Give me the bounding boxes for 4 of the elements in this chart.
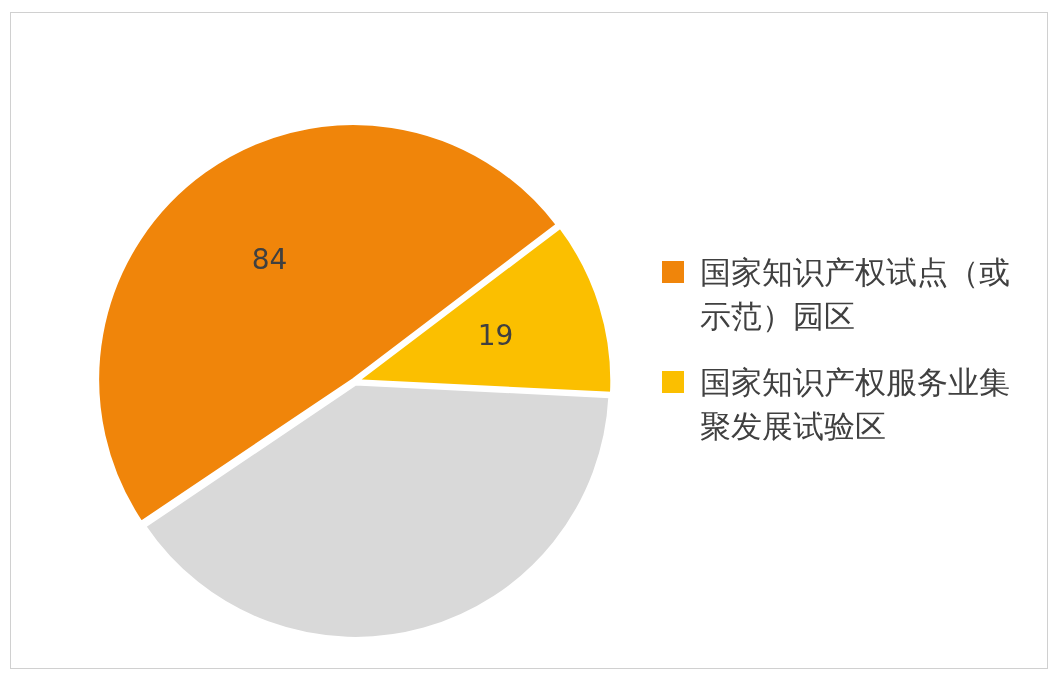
data-label: 84 <box>251 243 288 277</box>
data-label: 19 <box>477 319 514 353</box>
legend-label: 国家知识产权试点（或示范）园区 <box>700 253 1011 336</box>
legend-label: 国家知识产权服务业集聚发展试验区 <box>700 363 1011 446</box>
